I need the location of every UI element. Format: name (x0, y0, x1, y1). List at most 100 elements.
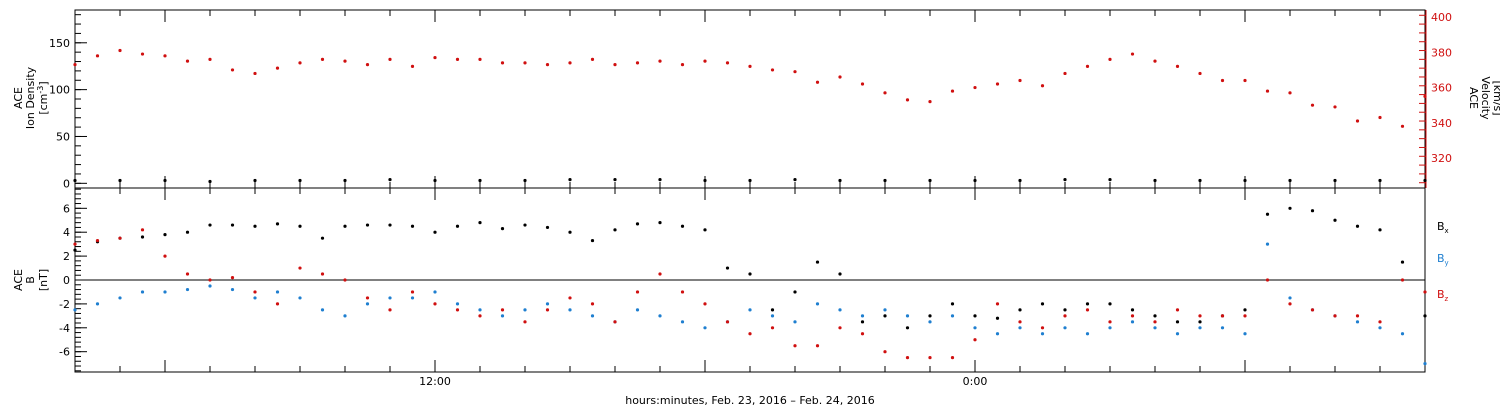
point-1-2-21 (545, 308, 550, 312)
point-1-0-11 (320, 236, 325, 240)
point-1-2-58 (1378, 320, 1382, 324)
legend-by-label: B (1437, 252, 1445, 265)
point-0-0-27 (1288, 178, 1292, 183)
point-1-0-57 (1355, 224, 1360, 228)
point-0-0-26 (1243, 178, 1247, 183)
point-1-1-40 (973, 326, 977, 330)
point-1-0-31 (770, 308, 775, 312)
point-1-0-48 (1153, 314, 1157, 318)
point-0-0-5 (298, 178, 302, 183)
y-tick-label-1--4: -4 (59, 322, 70, 335)
y-tick-label-1-4: 4 (63, 226, 70, 239)
point-1-1-38 (928, 320, 932, 324)
point-0-1-45 (1085, 64, 1090, 68)
point-1-2-60 (1423, 290, 1427, 294)
point-1-1-60 (1423, 362, 1427, 366)
point-1-2-59 (1400, 278, 1405, 282)
point-1-1-6 (208, 284, 212, 288)
point-1-0-38 (928, 314, 932, 318)
point-0-0-6 (343, 178, 347, 183)
density-velocity-panel: 0 50 100 150 320 340 360 380 400 (49, 9, 1452, 190)
point-1-2-0 (73, 242, 77, 246)
point-1-0-42 (1018, 308, 1022, 312)
point-1-0-12 (343, 224, 347, 228)
point-0-1-12 (343, 59, 347, 63)
point-0-1-59 (1400, 124, 1405, 128)
point-1-2-54 (1288, 302, 1292, 306)
series-1-2 (73, 228, 1427, 360)
point-1-2-9 (275, 302, 280, 306)
point-0-1-56 (1333, 105, 1337, 109)
panel-frame-0 (74, 9, 1426, 189)
point-0-0-19 (928, 178, 932, 183)
point-1-1-39 (950, 314, 955, 318)
point-0-1-18 (478, 57, 482, 61)
point-1-1-36 (883, 308, 887, 312)
point-0-1-39 (950, 89, 955, 93)
point-0-1-28 (703, 59, 707, 63)
point-1-2-53 (1265, 278, 1270, 282)
point-1-0-19 (500, 227, 505, 231)
y-tick-label-0-0: 0 (63, 177, 70, 190)
point-1-1-48 (1153, 326, 1157, 330)
point-1-1-44 (1063, 326, 1067, 330)
point-1-0-10 (298, 224, 302, 228)
right-tick-label-380: 380 (1431, 46, 1452, 59)
point-0-0-13 (658, 177, 662, 182)
point-0-1-29 (725, 61, 730, 65)
y-tick-label-1-2: 2 (63, 250, 70, 263)
point-1-0-6 (208, 223, 212, 227)
point-1-2-43 (1040, 326, 1045, 330)
point-0-1-36 (883, 91, 887, 95)
point-1-2-24 (613, 320, 617, 324)
point-0-1-16 (433, 55, 437, 60)
point-1-1-19 (500, 314, 505, 318)
y-tick-label-1--2: -2 (59, 298, 70, 311)
x-axis-title: hours:minutes, Feb. 23, 2016 – Feb. 24, … (625, 394, 875, 407)
point-1-1-1 (95, 302, 100, 306)
point-0-0-7 (388, 177, 392, 182)
point-1-0-5 (185, 230, 190, 234)
point-0-1-57 (1355, 119, 1360, 123)
point-0-1-17 (455, 57, 460, 61)
right-ylabel-unit: [km/s] (1491, 80, 1500, 115)
point-1-2-27 (680, 290, 685, 294)
series-1-1 (73, 242, 1427, 366)
point-1-2-2 (118, 236, 122, 240)
point-1-2-42 (1018, 320, 1022, 324)
point-1-0-22 (568, 230, 572, 234)
point-1-2-39 (950, 356, 955, 360)
point-0-0-21 (1018, 178, 1022, 183)
top-ylabel-unit-exponent: -3 (36, 86, 45, 94)
point-1-0-7 (230, 223, 235, 227)
point-1-2-44 (1063, 314, 1067, 318)
point-0-0-18 (883, 178, 887, 183)
legend-bz: Bz (1437, 288, 1449, 303)
point-1-1-52 (1243, 332, 1247, 336)
legend-by: By (1437, 252, 1449, 267)
point-1-1-43 (1040, 332, 1045, 336)
point-1-2-38 (928, 356, 932, 360)
point-0-0-3 (208, 179, 212, 184)
x-tick-label-12: 12:00 (419, 375, 451, 388)
point-0-1-46 (1108, 57, 1112, 61)
point-0-0-24 (1153, 178, 1157, 183)
point-0-1-55 (1310, 103, 1315, 107)
point-1-1-32 (793, 320, 797, 324)
point-1-0-59 (1400, 260, 1405, 264)
point-1-0-29 (725, 266, 730, 270)
point-1-1-54 (1288, 296, 1292, 300)
density-velocity-labels: ACE Ion Density [cm-3] ACE Velocity [km/… (12, 66, 1500, 129)
point-0-1-10 (298, 61, 302, 65)
point-1-1-34 (838, 308, 842, 312)
point-0-1-60 (1423, 94, 1427, 98)
point-0-1-15 (410, 64, 415, 68)
point-1-2-17 (455, 308, 460, 312)
right-tick-label-340: 340 (1431, 117, 1452, 130)
point-1-2-35 (860, 332, 865, 336)
point-1-2-8 (253, 290, 257, 294)
point-0-1-37 (905, 98, 910, 102)
point-1-0-23 (590, 238, 595, 243)
point-0-1-11 (320, 57, 325, 61)
